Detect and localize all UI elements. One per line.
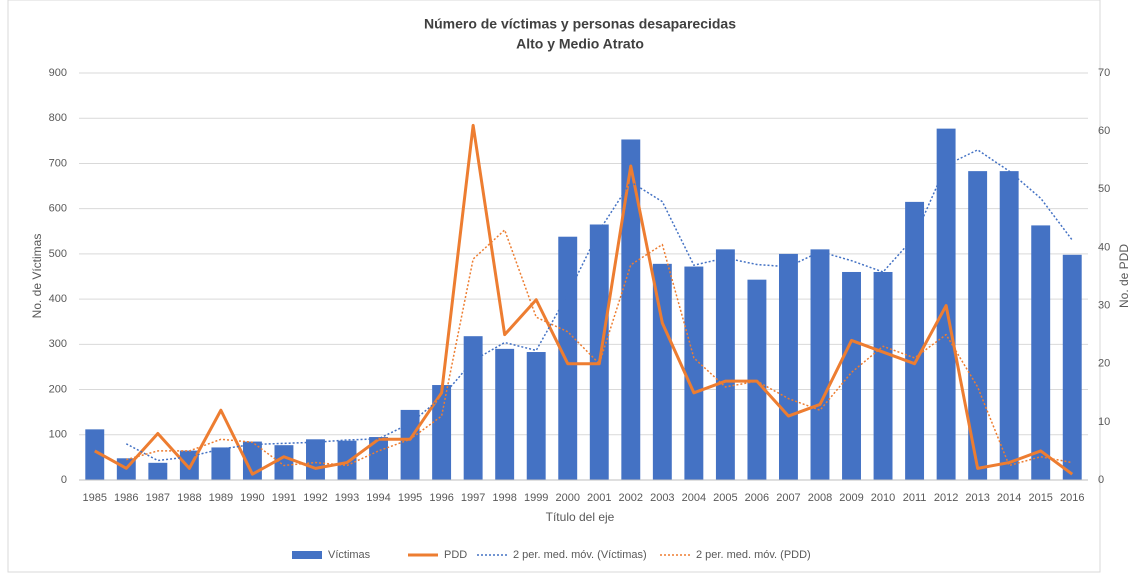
x-tick-label: 1999: [524, 492, 548, 504]
x-tick-label: 2001: [587, 492, 611, 504]
x-tick-label: 1988: [177, 492, 201, 504]
bar: [873, 271, 893, 480]
chart-subtitle: Alto y Medio Atrato: [516, 36, 644, 52]
y-tick-label: 800: [49, 112, 67, 124]
x-tick-label: 2010: [871, 492, 895, 504]
y2-tick-label: 20: [1098, 358, 1110, 370]
y-tick-label: 0: [61, 474, 67, 486]
x-tick-label: 2016: [1060, 492, 1084, 504]
chart-title: Número de víctimas y personas desapareci…: [424, 16, 736, 32]
x-tick-label: 1998: [492, 492, 516, 504]
legend-label: 2 per. med. móv. (Víctimas): [513, 549, 647, 561]
y2-tick-label: 10: [1098, 416, 1110, 428]
bar: [589, 224, 609, 480]
y-tick-label: 100: [49, 429, 67, 441]
x-tick-label: 1992: [303, 492, 327, 504]
bar: [85, 429, 105, 480]
y-tick-label: 500: [49, 248, 67, 260]
y2-tick-label: 40: [1098, 241, 1110, 253]
x-tick-label: 1993: [335, 492, 359, 504]
x-tick-label: 2009: [839, 492, 863, 504]
bar: [999, 171, 1019, 481]
bar: [715, 249, 735, 480]
x-tick-label: 2015: [1028, 492, 1052, 504]
legend-label: 2 per. med. móv. (PDD): [696, 549, 811, 561]
x-tick-label: 2005: [713, 492, 737, 504]
bar: [1062, 254, 1082, 480]
bar: [652, 263, 672, 480]
y-tick-label: 700: [49, 157, 67, 169]
bar: [905, 201, 925, 480]
x-tick-label: 1994: [366, 492, 390, 504]
chart-frame: [7, 0, 1101, 573]
bar: [274, 445, 294, 480]
y-axis-title: No. de Víctimas: [30, 234, 44, 319]
y-tick-label: 300: [49, 338, 67, 350]
bar: [148, 462, 168, 480]
bar: [968, 171, 988, 481]
bar: [400, 409, 420, 480]
y-tick-label: 200: [49, 383, 67, 395]
bar: [558, 236, 578, 480]
legend-label: PDD: [444, 549, 467, 561]
bar: [1031, 225, 1051, 480]
x-tick-label: 1996: [429, 492, 453, 504]
x-tick-label: 2000: [555, 492, 579, 504]
bar: [337, 440, 357, 480]
bar: [369, 437, 389, 480]
y2-tick-label: 60: [1098, 125, 1110, 137]
y-tick-label: 400: [49, 293, 67, 305]
bar: [778, 253, 798, 480]
x-tick-label: 1991: [272, 492, 296, 504]
bar: [810, 249, 830, 480]
bar: [463, 336, 483, 480]
x-tick-label: 2013: [965, 492, 989, 504]
bar: [526, 352, 546, 480]
x-tick-label: 1985: [83, 492, 107, 504]
x-tick-label: 2006: [745, 492, 769, 504]
y2-tick-label: 0: [1098, 474, 1104, 486]
y2-tick-label: 50: [1098, 183, 1110, 195]
legend-label: Víctimas: [328, 549, 371, 561]
x-tick-label: 1989: [209, 492, 233, 504]
y2-axis-title: No. de PDD: [1117, 244, 1131, 308]
y2-tick-label: 30: [1098, 299, 1110, 311]
x-tick-label: 2014: [997, 492, 1021, 504]
x-tick-label: 1990: [240, 492, 264, 504]
x-tick-label: 2008: [808, 492, 832, 504]
bar: [621, 139, 641, 480]
y2-tick-label: 70: [1098, 67, 1110, 79]
x-tick-label: 2011: [903, 492, 927, 504]
bar: [211, 447, 231, 480]
bar: [495, 348, 515, 480]
bar: [684, 266, 704, 480]
x-tick-label: 1995: [398, 492, 422, 504]
x-tick-label: 2002: [619, 492, 643, 504]
x-tick-label: 2007: [776, 492, 800, 504]
y-tick-label: 900: [49, 67, 67, 79]
x-tick-label: 2003: [650, 492, 674, 504]
x-tick-label: 1997: [461, 492, 485, 504]
x-tick-label: 1987: [146, 492, 170, 504]
x-tick-label: 1986: [114, 492, 138, 504]
bar: [432, 385, 452, 480]
moving-average-line: [125, 149, 1073, 462]
moving-average-line: [126, 229, 1073, 467]
x-tick-label: 2004: [682, 492, 706, 504]
bar: [842, 271, 861, 480]
legend-swatch: [292, 551, 322, 559]
x-axis-title: Título del eje: [546, 510, 615, 524]
line: [94, 123, 1074, 476]
x-tick-label: 2012: [934, 492, 958, 504]
y-tick-label: 600: [49, 203, 67, 215]
bar: [306, 439, 325, 480]
